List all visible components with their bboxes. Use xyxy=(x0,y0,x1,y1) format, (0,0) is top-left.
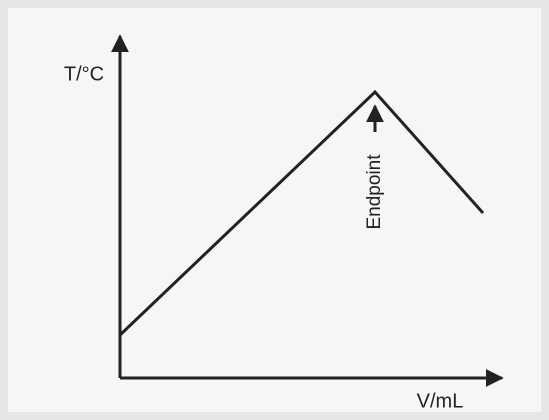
panel xyxy=(8,8,541,412)
titration-curve xyxy=(118,89,485,337)
y-axis-label: T/°C xyxy=(64,63,104,85)
x-axis-label: V/mL xyxy=(417,390,464,412)
endpoint-label: Endpoint xyxy=(364,154,385,230)
